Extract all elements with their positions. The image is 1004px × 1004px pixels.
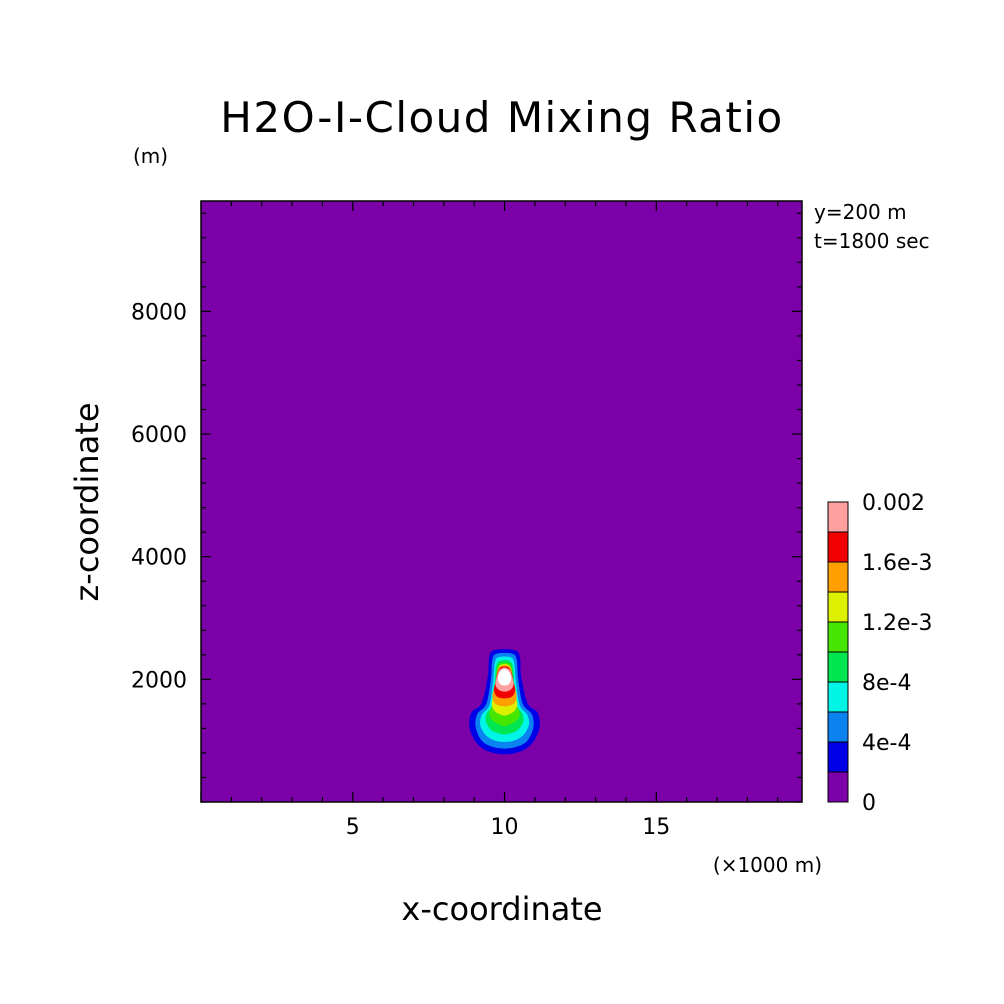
- colorbar-swatch: [827, 651, 849, 683]
- y-axis-label: z-coordinate: [68, 402, 106, 601]
- colorbar-swatch: [827, 591, 849, 623]
- y-tick-labels: 2000 4000 6000 8000: [131, 300, 187, 693]
- x-tick-label: 5: [346, 815, 360, 840]
- colorbar-labels: 0 4e-4 8e-4 1.2e-3 1.6e-3 0.002: [862, 491, 932, 816]
- annotation-t: t=1800 sec: [814, 229, 930, 253]
- colorbar-swatch: [827, 771, 849, 803]
- colorbar-swatch: [827, 741, 849, 773]
- axis-ticks: [200, 201, 802, 803]
- y-tick-label: 2000: [131, 668, 187, 693]
- y-tick-label: 6000: [131, 423, 187, 448]
- colorbar-label: 4e-4: [862, 731, 911, 756]
- plot-area: [200, 200, 803, 803]
- colorbar-swatch: [827, 621, 849, 653]
- colorbar-label: 1.2e-3: [862, 611, 932, 636]
- contour-fills: [469, 649, 540, 755]
- x-axis-label: x-coordinate: [401, 890, 602, 928]
- colorbar-swatch: [827, 531, 849, 563]
- colorbar-label: 0: [862, 791, 876, 816]
- colorbar-label: 0.002: [862, 491, 925, 516]
- colorbar-swatch: [827, 501, 849, 533]
- x-unit-label: (×1000 m): [713, 853, 822, 877]
- y-tick-label: 8000: [131, 300, 187, 325]
- colorbar-swatch: [827, 711, 849, 743]
- annotation-y: y=200 m: [814, 200, 907, 224]
- colorbar-label: 1.6e-3: [862, 551, 932, 576]
- colorbar-swatch: [827, 561, 849, 593]
- y-unit-label: (m): [133, 144, 168, 168]
- colorbar-label: 8e-4: [862, 671, 911, 696]
- x-tick-label: 15: [642, 815, 670, 840]
- chart-title: H2O-I-Cloud Mixing Ratio: [220, 93, 783, 142]
- x-tick-label: 10: [491, 815, 519, 840]
- colorbar-swatch: [827, 681, 849, 713]
- x-tick-labels: 5 10 15: [346, 815, 671, 840]
- plot-frame: [200, 200, 803, 803]
- y-tick-label: 4000: [131, 546, 187, 571]
- contour-region: [497, 669, 512, 686]
- colorbar: [827, 501, 849, 803]
